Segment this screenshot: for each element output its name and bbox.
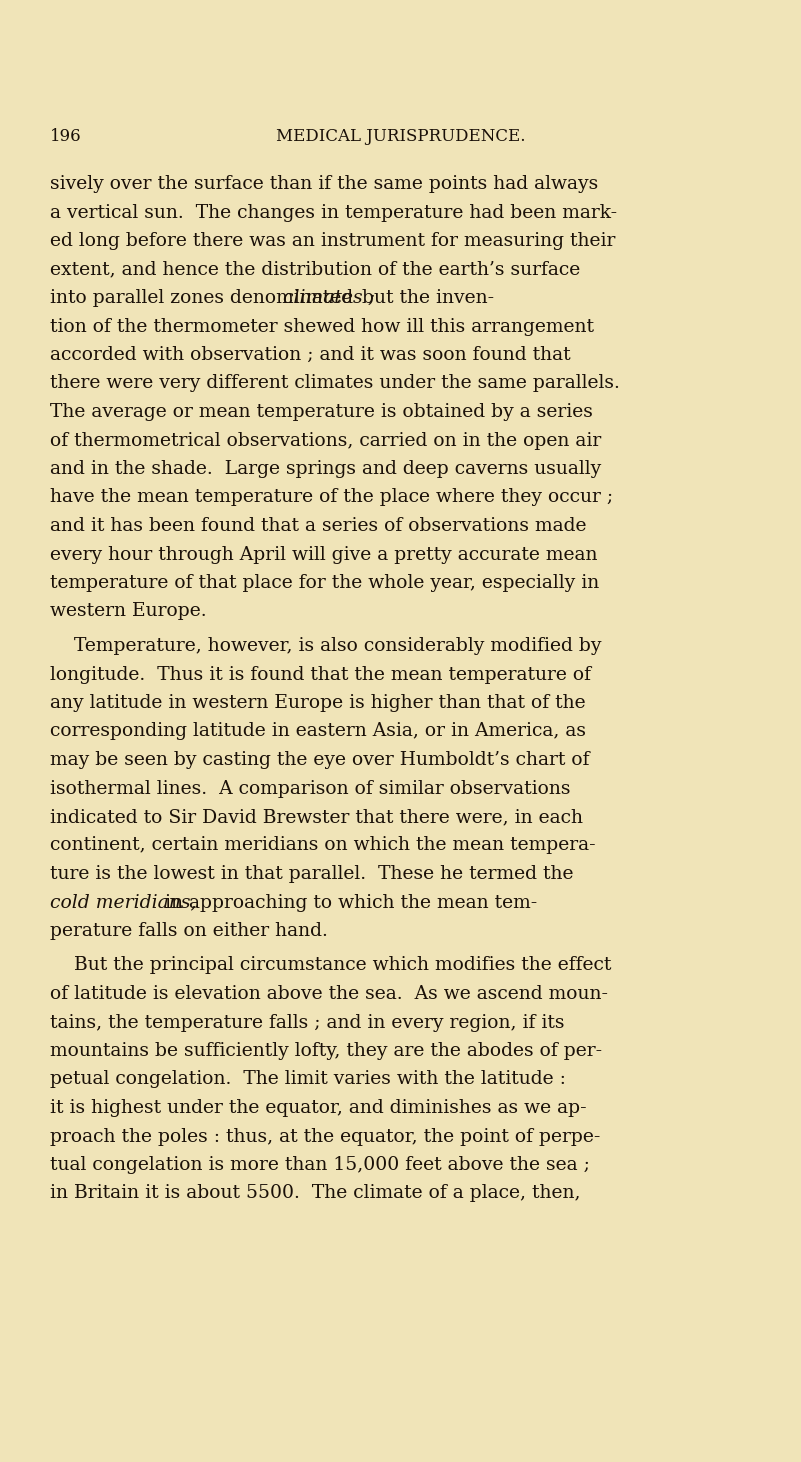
Text: have the mean temperature of the place where they occur ;: have the mean temperature of the place w… <box>50 488 613 506</box>
Text: tual congelation is more than 15,000 feet above the sea ;: tual congelation is more than 15,000 fee… <box>50 1156 590 1174</box>
Text: perature falls on either hand.: perature falls on either hand. <box>50 923 328 940</box>
Text: in Britain it is about 5500.  The climate of a place, then,: in Britain it is about 5500. The climate… <box>50 1184 581 1203</box>
Text: The average or mean temperature is obtained by a series: The average or mean temperature is obtai… <box>50 404 593 421</box>
Text: it is highest under the equator, and diminishes as we ap-: it is highest under the equator, and dim… <box>50 1099 586 1117</box>
Text: isothermal lines.  A comparison of similar observations: isothermal lines. A comparison of simila… <box>50 779 570 797</box>
Text: in approaching to which the mean tem-: in approaching to which the mean tem- <box>159 893 537 911</box>
Text: a vertical sun.  The changes in temperature had been mark-: a vertical sun. The changes in temperatu… <box>50 203 617 222</box>
Text: Temperature, however, is also considerably modified by: Temperature, however, is also considerab… <box>50 637 602 655</box>
Text: sively over the surface than if the same points had always: sively over the surface than if the same… <box>50 175 598 193</box>
Text: and in the shade.  Large springs and deep caverns usually: and in the shade. Large springs and deep… <box>50 461 602 478</box>
Text: any latitude in western Europe is higher than that of the: any latitude in western Europe is higher… <box>50 694 586 712</box>
Text: there were very different climates under the same parallels.: there were very different climates under… <box>50 374 620 392</box>
Text: longitude.  Thus it is found that the mean temperature of: longitude. Thus it is found that the mea… <box>50 665 591 684</box>
Text: 196: 196 <box>50 129 82 145</box>
Text: MEDICAL JURISPRUDENCE.: MEDICAL JURISPRUDENCE. <box>276 129 525 145</box>
Text: climates ;: climates ; <box>284 289 376 307</box>
Text: cold meridians,: cold meridians, <box>50 893 196 911</box>
Text: indicated to Sir David Brewster that there were, in each: indicated to Sir David Brewster that the… <box>50 808 583 826</box>
Text: may be seen by casting the eye over Humboldt’s chart of: may be seen by casting the eye over Humb… <box>50 751 590 769</box>
Text: tains, the temperature falls ; and in every region, if its: tains, the temperature falls ; and in ev… <box>50 1013 565 1032</box>
Text: ture is the lowest in that parallel.  These he termed the: ture is the lowest in that parallel. The… <box>50 866 574 883</box>
Text: ed long before there was an instrument for measuring their: ed long before there was an instrument f… <box>50 232 615 250</box>
Text: temperature of that place for the whole year, especially in: temperature of that place for the whole … <box>50 575 599 592</box>
Text: western Europe.: western Europe. <box>50 602 207 620</box>
Text: but the inven-: but the inven- <box>356 289 494 307</box>
Text: corresponding latitude in eastern Asia, or in America, as: corresponding latitude in eastern Asia, … <box>50 722 586 740</box>
Text: But the principal circumstance which modifies the effect: But the principal circumstance which mod… <box>50 956 611 975</box>
Text: of thermometrical observations, carried on in the open air: of thermometrical observations, carried … <box>50 431 602 449</box>
Text: accorded with observation ; and it was soon found that: accorded with observation ; and it was s… <box>50 346 570 364</box>
Text: tion of the thermometer shewed how ill this arrangement: tion of the thermometer shewed how ill t… <box>50 317 594 335</box>
Text: continent, certain meridians on which the mean tempera-: continent, certain meridians on which th… <box>50 836 596 854</box>
Text: into parallel zones denominated: into parallel zones denominated <box>50 289 359 307</box>
Text: petual congelation.  The limit varies with the latitude :: petual congelation. The limit varies wit… <box>50 1070 566 1089</box>
Text: mountains be sufficiently lofty, they are the abodes of per-: mountains be sufficiently lofty, they ar… <box>50 1042 602 1060</box>
Text: extent, and hence the distribution of the earth’s surface: extent, and hence the distribution of th… <box>50 260 580 278</box>
Text: every hour through April will give a pretty accurate mean: every hour through April will give a pre… <box>50 545 598 563</box>
Text: proach the poles : thus, at the equator, the point of perpe-: proach the poles : thus, at the equator,… <box>50 1127 601 1146</box>
Text: and it has been found that a series of observations made: and it has been found that a series of o… <box>50 518 586 535</box>
Text: of latitude is elevation above the sea.  As we ascend moun-: of latitude is elevation above the sea. … <box>50 985 608 1003</box>
